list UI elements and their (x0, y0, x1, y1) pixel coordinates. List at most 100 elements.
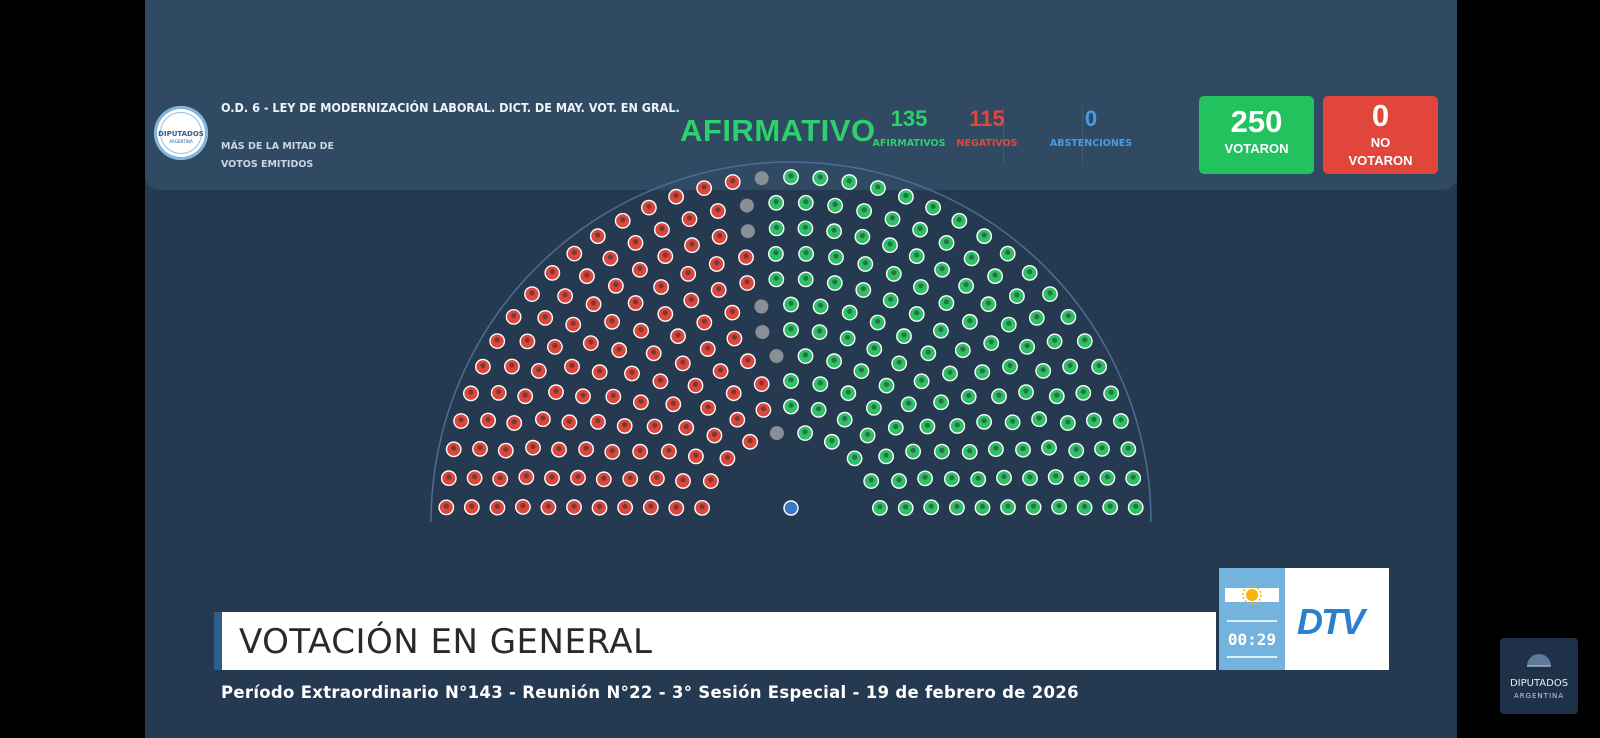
seat-photo (520, 503, 526, 509)
seat-photo (613, 282, 619, 288)
seat-photo (773, 250, 779, 256)
seat-photo (996, 392, 1002, 398)
seat-photo (956, 217, 962, 223)
seat-photo (692, 381, 699, 387)
vote-title: O.D. 6 - LEY DE MODERNIZACIÓN LABORAL. D… (221, 100, 680, 115)
seat-photo (1107, 503, 1113, 509)
seat-ausente (739, 198, 754, 213)
seat-photo (549, 269, 555, 275)
seat-photo (914, 310, 920, 316)
seat-photo (497, 475, 503, 481)
seat-photo (477, 445, 483, 451)
seat-photo (673, 192, 679, 199)
seat-photo (831, 227, 837, 233)
seat-photo (705, 345, 711, 351)
seat-photo (910, 447, 916, 453)
seat-photo (730, 178, 736, 184)
seat-photo (1047, 290, 1053, 296)
seat-photo (975, 475, 981, 481)
seat-photo (1046, 443, 1052, 450)
seat-photo (638, 398, 644, 404)
seat-photo (871, 345, 877, 351)
seat-photo (524, 337, 530, 343)
seat-photo (566, 418, 572, 424)
seat-photo (711, 431, 718, 437)
seat-photo (659, 225, 665, 232)
seat-photo (802, 224, 809, 230)
no-votaron-label2: VOTARON (1348, 153, 1413, 168)
seat-photo (496, 389, 502, 395)
seat-photo (633, 299, 639, 305)
seat-photo (803, 250, 809, 256)
divider (1082, 106, 1083, 164)
seat-photo (1001, 473, 1007, 480)
seat-photo (883, 452, 889, 458)
seat-photo (683, 423, 689, 430)
seat-photo (903, 504, 909, 510)
seat-photo (595, 232, 601, 238)
seat-photo (966, 392, 972, 398)
seat-photo (875, 318, 881, 324)
seat-photo (745, 357, 751, 363)
seat-photo (1005, 249, 1011, 255)
seat-photo (938, 398, 944, 404)
divider (1003, 106, 1004, 164)
seat-photo (949, 475, 955, 481)
seat-photo (657, 377, 664, 383)
seat-ausente (754, 299, 769, 314)
seat-photo (530, 443, 536, 450)
seat-photo (922, 474, 928, 480)
seat-photo (509, 362, 515, 368)
seat-photo (1065, 313, 1071, 319)
seat-photo (954, 422, 960, 428)
seat-photo (729, 308, 735, 314)
seat-photo (523, 473, 529, 479)
seat-photo (877, 504, 883, 510)
seat-photo (620, 217, 626, 223)
seat-photo (708, 477, 714, 483)
seat-photo (522, 392, 528, 398)
seat-photo (832, 279, 838, 285)
seat-ausente (740, 224, 755, 239)
votaron-box: 250 VOTARON (1199, 96, 1314, 174)
corner-logo-line1: DIPUTADOS (1509, 678, 1569, 689)
seat-photo (1053, 473, 1059, 479)
seat-photo (988, 339, 994, 345)
seat-photo (818, 302, 824, 308)
seat-ausente (754, 171, 769, 186)
seat-photo (979, 368, 985, 374)
seat-photo (803, 275, 809, 281)
seat-photo (716, 286, 722, 292)
seat-photo (545, 503, 551, 509)
seat-photo (1010, 418, 1016, 424)
seat-photo (967, 318, 973, 324)
seat-photo (622, 422, 628, 428)
seat-photo (469, 503, 475, 509)
seat-photo (494, 337, 500, 343)
seat-photo (542, 314, 548, 320)
seat-photo (773, 199, 779, 205)
seat-photo (701, 318, 707, 324)
seat-photo (552, 343, 558, 349)
seat-photo (570, 320, 576, 326)
seat-photo (896, 477, 902, 483)
vote-result: AFIRMATIVO (680, 113, 876, 148)
seat-photo (832, 201, 838, 207)
seat-photo (654, 474, 660, 480)
seat-photo (816, 406, 822, 412)
seat-photo (734, 415, 740, 422)
seat-photo (1082, 337, 1088, 343)
seat-photo (860, 286, 866, 292)
seat-photo (480, 362, 486, 369)
seat-photo (443, 503, 449, 509)
seat-photo (939, 447, 945, 453)
seat-photo (788, 326, 794, 332)
seat-photo (1073, 446, 1079, 452)
seat-photo (1024, 343, 1030, 349)
seat-photo (788, 300, 794, 306)
negativos-count: 115 NEGATIVOS (947, 106, 1027, 149)
channel-logo-box: DTV (1285, 568, 1389, 670)
seat-photo (1104, 474, 1110, 480)
seat-photo (637, 266, 643, 272)
seat-photo (637, 447, 643, 453)
